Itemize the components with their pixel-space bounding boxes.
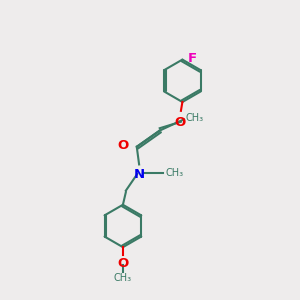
- Text: O: O: [117, 256, 128, 270]
- Text: CH₃: CH₃: [114, 273, 132, 283]
- Text: N: N: [134, 168, 145, 181]
- Text: CH₃: CH₃: [186, 112, 204, 123]
- Text: O: O: [117, 139, 128, 152]
- Text: F: F: [188, 52, 197, 64]
- Text: O: O: [174, 116, 185, 129]
- Text: CH₃: CH₃: [165, 168, 183, 178]
